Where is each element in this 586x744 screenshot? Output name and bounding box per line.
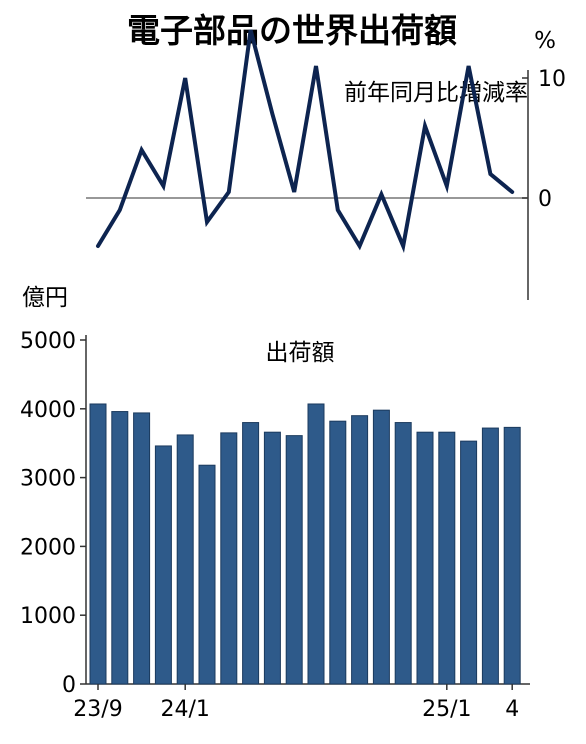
bar-ytick-label: 5000 [20, 329, 76, 354]
bar [460, 440, 478, 685]
bar-ytick-label: 4000 [20, 398, 76, 423]
bar-xtick-label: 4 [505, 697, 519, 722]
chart-title: 電子部品の世界出荷額 [127, 11, 457, 50]
line-ytick-label: 10 [538, 67, 566, 92]
bar-ytick-label: 1000 [20, 604, 76, 629]
bar-ytick-label: 3000 [20, 467, 76, 492]
line-ytick-label: 0 [538, 187, 552, 212]
bar-chart-title: 出荷額 [266, 340, 335, 366]
line-chart: 0 10 [86, 29, 566, 300]
bar-xtick-label: 23/9 [73, 697, 122, 722]
bar [329, 420, 347, 685]
bar [438, 431, 456, 685]
bar [111, 411, 129, 685]
bar [89, 403, 107, 685]
bar [394, 422, 412, 685]
line-unit-label: % [534, 28, 556, 54]
bar-xtick-label: 25/1 [422, 697, 471, 722]
line-series-label: 前年同月比増減率 [344, 80, 528, 106]
bar [307, 403, 325, 685]
bar [154, 445, 172, 685]
bar [503, 426, 521, 685]
bar-unit-label: 億円 [22, 285, 68, 311]
bar-xtick-label: 24/1 [160, 697, 209, 722]
bar [351, 415, 369, 685]
bar [198, 464, 216, 685]
line-series [96, 29, 515, 253]
bar [220, 432, 238, 685]
bar-ytick-label: 2000 [20, 535, 76, 560]
bar-ytick-label: 0 [62, 673, 76, 698]
bar [263, 431, 281, 685]
bar [133, 412, 151, 685]
bar [242, 422, 260, 685]
bar [285, 435, 303, 685]
bar [416, 431, 434, 685]
bar [176, 434, 194, 685]
bar-chart: 0 1000 2000 3000 4000 5000 23/9 24/1 25/1 4 [20, 329, 530, 722]
bar [481, 427, 499, 685]
bar [372, 409, 390, 685]
